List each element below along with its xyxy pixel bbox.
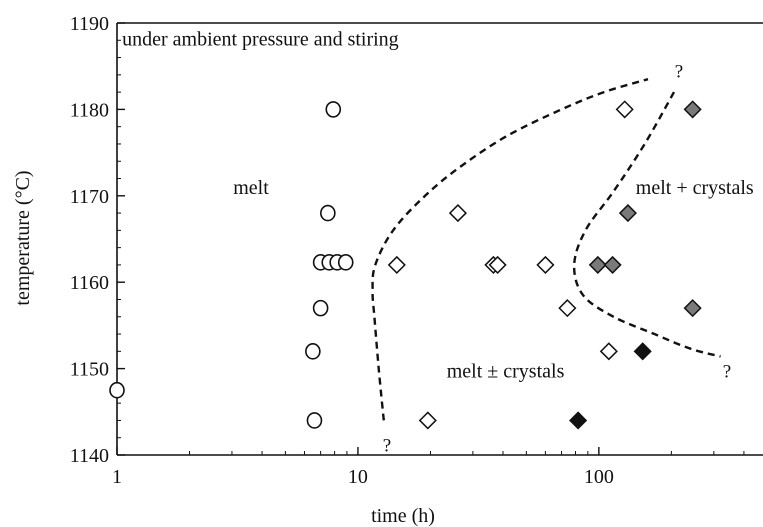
annotations: under ambient pressure and stiring melt me… — [122, 29, 754, 457]
region-annotation: melt ± crystals — [447, 360, 565, 382]
y-tick-label: 1150 — [70, 359, 109, 381]
boundary-curves — [371, 78, 721, 421]
x-tick-label: 10 — [348, 466, 368, 488]
diamond-black-marker — [569, 411, 588, 430]
region-annotation: melt + crystals — [636, 177, 754, 199]
diamond-open-marker — [387, 255, 406, 274]
open-circle-marker — [109, 381, 125, 399]
y-axis-label: temperature (°C) — [12, 170, 34, 305]
diamond-open-marker — [599, 342, 618, 361]
open-circle-marker — [325, 101, 342, 118]
open-circle-marker — [320, 204, 336, 222]
region-annotation: melt — [233, 177, 269, 199]
diamond-black-marker — [633, 342, 652, 361]
y-tick-label: 1160 — [70, 272, 109, 294]
question-mark-annotation: ? — [723, 361, 731, 382]
diamond-open-marker — [536, 255, 555, 274]
open-circle-marker — [337, 254, 354, 271]
diamond-grey-marker — [683, 299, 702, 318]
y-tick-label: 1140 — [70, 445, 109, 467]
question-mark-annotation: ? — [675, 62, 683, 83]
open-circle-marker — [312, 299, 329, 317]
diamond-open-marker — [418, 411, 437, 430]
diamond-open-marker — [558, 299, 577, 318]
boundary-curve-2 — [572, 91, 721, 358]
y-tick-label: 1190 — [70, 13, 109, 35]
diamond-open-marker — [488, 255, 507, 274]
region-annotation: under ambient pressure and stiring — [122, 29, 399, 51]
y-tick-label: 1170 — [70, 186, 109, 208]
diamond-grey-marker — [683, 100, 702, 119]
open-circle-marker — [305, 343, 321, 360]
x-tick-label: 100 — [584, 466, 614, 488]
diamond-open-marker — [615, 100, 634, 119]
boundary-curve-1 — [371, 78, 649, 421]
open-circle-marker — [306, 412, 323, 429]
x-tick-label: 1 — [112, 466, 122, 488]
diamond-grey-marker — [588, 255, 607, 274]
data-markers — [109, 100, 702, 430]
y-tick-label: 1180 — [70, 99, 109, 121]
x-axis-label: time (h) — [371, 505, 435, 527]
axes-group: 1140 1150 1160 1170 1180 1190 1 10 100 — [70, 13, 763, 488]
question-mark-annotation: ? — [383, 436, 391, 457]
diamond-grey-marker — [603, 255, 622, 274]
diamond-grey-marker — [618, 204, 637, 223]
diamond-open-marker — [448, 204, 467, 223]
